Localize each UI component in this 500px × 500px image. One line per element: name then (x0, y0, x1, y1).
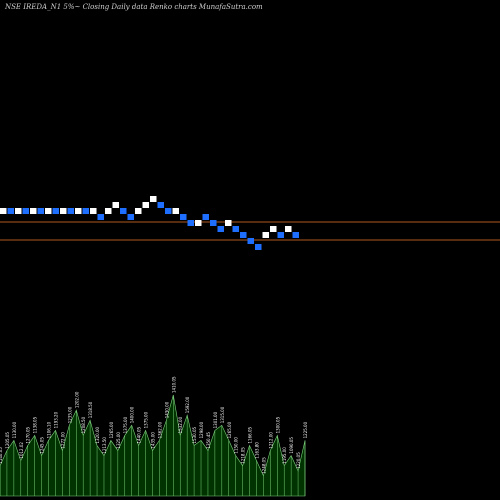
renko-brick-32 (240, 232, 247, 238)
volume-label-42: 1090.05 (289, 437, 294, 454)
renko-brick-5 (37, 208, 44, 214)
volume-label-24: 1430.00 (164, 401, 169, 418)
renko-brick-37 (277, 232, 284, 238)
renko-brick-7 (52, 208, 59, 214)
volume-label-19: 1400.00 (130, 406, 135, 423)
volume-label-9: 1272.00 (60, 432, 65, 449)
volume-label-0: 1140.05 (0, 447, 3, 464)
volume-label-10: 1235.00 (67, 406, 72, 423)
volume-label-3: 1012.02 (19, 442, 24, 459)
renko-brick-24 (180, 214, 187, 220)
renko-brick-13 (97, 214, 104, 220)
renko-brick-15 (112, 202, 119, 208)
renko-brick-9 (67, 208, 74, 214)
volume-label-37: 1163.80 (255, 442, 260, 459)
volume-label-27: 1592.00 (185, 396, 190, 413)
volume-label-16: 1265.00 (109, 421, 114, 438)
renko-brick-36 (270, 226, 277, 232)
renko-brick-1 (7, 208, 14, 214)
volume-label-34: 1150.00 (234, 437, 239, 454)
volume-panel: 1140.051205.051130.001012.021270.051138.… (0, 376, 308, 497)
volume-label-35: 1218.05 (241, 447, 246, 464)
volume-label-44: 1225.00 (303, 421, 308, 438)
renko-brick-8 (60, 208, 67, 214)
renko-brick-3 (22, 208, 29, 214)
volume-label-26: 1532.00 (178, 416, 183, 433)
volume-label-21: 1375.00 (144, 411, 149, 428)
volume-label-6: 1245.05 (40, 437, 45, 454)
renko-brick-31 (232, 226, 239, 232)
volume-label-7: 1106.10 (47, 421, 52, 438)
renko-brick-39 (292, 232, 299, 238)
renko-brick-23 (172, 208, 179, 214)
renko-brick-29 (217, 226, 224, 232)
volume-label-8: 1193.20 (54, 411, 59, 428)
renko-brick-18 (135, 208, 142, 214)
renko-brick-10 (75, 208, 82, 214)
renko-brick-27 (202, 214, 209, 220)
volume-label-14: 1320.00 (95, 427, 100, 444)
renko-brick-28 (210, 220, 217, 226)
volume-label-40: 1300.05 (275, 416, 280, 433)
renko-brick-19 (142, 202, 149, 208)
renko-brick-34 (255, 244, 262, 250)
volume-label-4: 1270.05 (26, 427, 31, 444)
volume-label-15: 1213.50 (102, 437, 107, 454)
renko-brick-26 (195, 220, 202, 226)
volume-label-33: 1265.00 (227, 421, 232, 438)
volume-label-1: 1205.05 (5, 432, 10, 449)
volume-label-41: 1195.00 (282, 447, 287, 464)
renko-bricks (0, 196, 299, 250)
volume-label-28: 1530.05 (192, 427, 197, 444)
volume-label-29: 1298.00 (199, 421, 204, 438)
renko-brick-30 (225, 220, 232, 226)
volume-label-11: 1202.00 (74, 391, 79, 408)
volume-label-22: 1435.00 (151, 432, 156, 449)
renko-brick-25 (187, 220, 194, 226)
renko-brick-33 (247, 238, 254, 244)
chart-title: NSE IREDA_N1 5%~ Closing Daily data Renk… (5, 3, 263, 11)
volume-label-17: 1325.00 (116, 432, 121, 449)
volume-label-20: 1440.05 (137, 427, 142, 444)
volume-label-12: 1208.50 (81, 416, 86, 433)
volume-label-38: 1248.05 (261, 457, 266, 474)
reference-lines (0, 221, 500, 241)
volume-label-2: 1130.00 (12, 421, 17, 438)
renko-brick-38 (285, 226, 292, 232)
volume-label-18: 1375.00 (123, 416, 128, 433)
volume-label-23: 1362.00 (157, 421, 162, 438)
volume-label-36: 1166.05 (248, 427, 253, 444)
renko-brick-20 (150, 196, 157, 202)
renko-brick-0 (0, 208, 7, 214)
renko-brick-12 (90, 208, 97, 214)
renko-brick-17 (127, 214, 134, 220)
renko-brick-6 (45, 208, 52, 214)
renko-brick-2 (15, 208, 22, 214)
renko-brick-14 (105, 208, 112, 214)
volume-label-43: 1220.05 (296, 452, 301, 469)
renko-brick-4 (30, 208, 37, 214)
volume-label-5: 1138.05 (33, 416, 38, 433)
renko-brick-35 (262, 232, 269, 238)
volume-label-39: 1212.00 (268, 432, 273, 449)
volume-label-30: 1350.45 (206, 432, 211, 449)
renko-brick-22 (165, 208, 172, 214)
renko-brick-11 (82, 208, 89, 214)
renko-brick-21 (157, 202, 164, 208)
volume-label-31: 1301.00 (213, 411, 218, 428)
renko-brick-16 (120, 208, 127, 214)
volume-label-13: 1318.50 (88, 401, 93, 418)
volume-label-32: 1315.00 (220, 406, 225, 423)
volume-label-25: 1410.05 (171, 376, 176, 393)
